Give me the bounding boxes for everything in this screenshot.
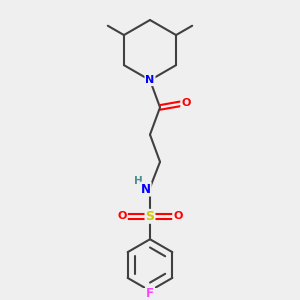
Text: H: H [134, 176, 142, 186]
Text: F: F [146, 286, 154, 300]
Text: N: N [146, 75, 154, 85]
Text: O: O [118, 211, 127, 221]
Text: N: N [141, 183, 151, 196]
Text: O: O [181, 98, 190, 108]
Text: O: O [173, 211, 182, 221]
Text: S: S [146, 210, 154, 223]
